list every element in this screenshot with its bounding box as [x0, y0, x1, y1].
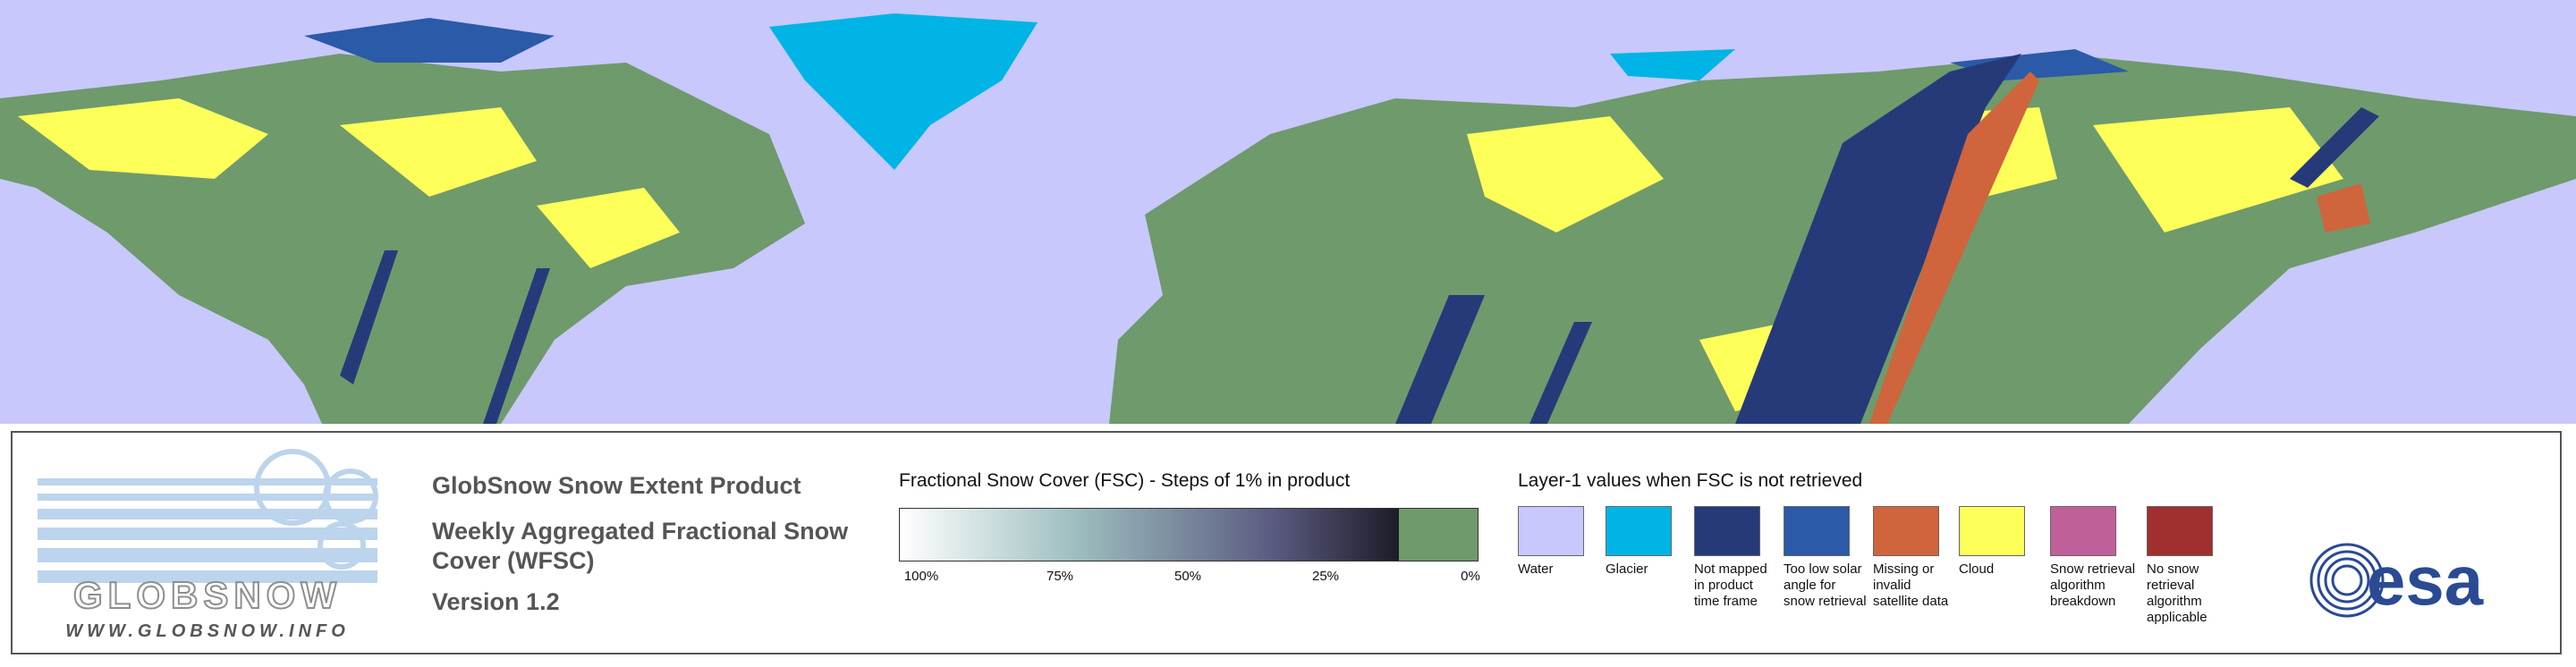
esa-text: esa	[2367, 541, 2484, 620]
legend-item: Water	[1518, 506, 1604, 578]
snow-map	[0, 0, 2576, 424]
legend-label: Too low solar angle for snow retrieval	[1784, 561, 1867, 609]
legend-swatch	[1694, 506, 1760, 556]
product-version: Version 1.2	[432, 588, 560, 615]
missing-data	[1869, 72, 2370, 424]
fsc-tick-label: 0%	[1461, 569, 1480, 584]
legend-item: Too low solar angle for snow retrieval	[1784, 506, 1869, 610]
fsc-tick-label: 100%	[903, 569, 939, 584]
layer1-title: Layer-1 values when FSC is not retrieved	[1518, 470, 1863, 491]
fsc-gradient	[900, 509, 1400, 561]
legend-swatch	[2050, 506, 2116, 556]
legend-item: Missing or invalid satellite data	[1873, 506, 1959, 610]
legend-item: Not mapped in product time frame	[1694, 506, 1780, 610]
fsc-no-snow	[1399, 509, 1478, 561]
not-mapped-strips	[340, 54, 2379, 424]
legend-label: Not mapped in product time frame	[1694, 561, 1767, 609]
legend-label: No snow retrieval algorithm applicable	[2147, 561, 2207, 625]
legend-item: No snow retrieval algorithm applicable	[2147, 506, 2233, 626]
legend-panel: GLOBSNOW WWW.GLOBSNOW.INFO GlobSnow Snow…	[11, 431, 2562, 654]
legend-swatch	[1606, 506, 1672, 556]
fsc-tick-label: 75%	[1046, 569, 1074, 584]
fsc-tick-label: 25%	[1311, 569, 1340, 584]
esa-logo: esa	[2309, 541, 2484, 620]
globsnow-logo: GLOBSNOW WWW.GLOBSNOW.INFO	[38, 449, 378, 641]
product-subtitle: Weekly Aggregated Fractional Snow Cover …	[432, 518, 849, 574]
logo-url: WWW.GLOBSNOW.INFO	[65, 621, 350, 641]
legend-label: Cloud	[1959, 561, 1995, 577]
fsc-title: Fractional Snow Cover (FSC) - Steps of 1…	[899, 470, 1351, 491]
legend-item: Cloud	[1959, 506, 2045, 578]
legend-label: Glacier	[1606, 561, 1648, 577]
fsc-colorbar	[899, 508, 1479, 561]
legend-swatch	[2147, 506, 2213, 556]
logo-name: GLOBSNOW	[73, 574, 342, 616]
legend-swatch	[1873, 506, 1939, 556]
product-title: GlobSnow Snow Extent Product	[432, 472, 801, 499]
legend-item: Snow retrieval algorithm breakdown	[2050, 506, 2136, 610]
legend-swatch	[1959, 506, 2025, 556]
fsc-tick-label: 50%	[1174, 569, 1202, 584]
legend-label: Snow retrieval algorithm breakdown	[2050, 561, 2136, 609]
legend-label: Water	[1518, 561, 1554, 577]
legend-item: Glacier	[1606, 506, 1691, 578]
legend-swatch	[1518, 506, 1584, 556]
legend-swatch	[1784, 506, 1850, 556]
legend-label: Missing or invalid satellite data	[1873, 561, 1949, 609]
